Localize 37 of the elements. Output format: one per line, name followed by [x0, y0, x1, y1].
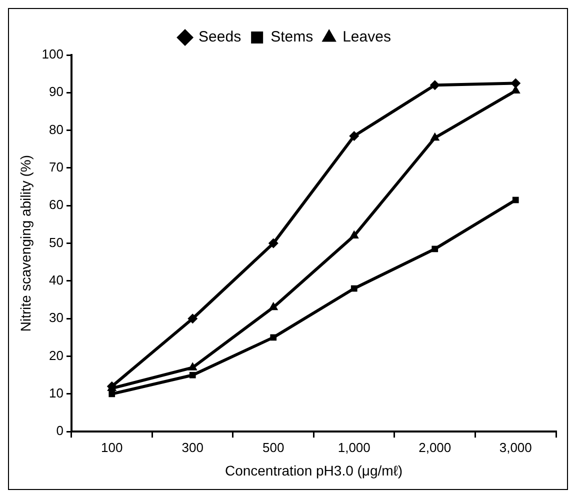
point	[430, 132, 440, 141]
point	[268, 302, 278, 310]
legend-label: Stems	[270, 28, 314, 46]
point	[189, 372, 196, 378]
legend-label: Seeds	[198, 28, 242, 46]
y-tick-label: 0	[56, 423, 64, 438]
point	[349, 230, 359, 239]
x-tick-label: 100	[101, 440, 123, 455]
x-axis-title: Concentration pH3.0 (μg/mℓ)	[224, 462, 403, 478]
y-tick-label: 40	[49, 272, 64, 288]
y-tick-label: 80	[49, 122, 64, 137]
y-tick-label: 60	[49, 197, 64, 212]
point	[350, 285, 358, 292]
point	[512, 196, 519, 204]
y-axis-title: Nitrite scavenging ability (%)	[17, 154, 34, 332]
y-tick-label: 70	[49, 160, 64, 175]
point	[268, 238, 278, 248]
point	[432, 246, 438, 252]
x-tick-label: 500	[262, 440, 284, 455]
point	[270, 334, 277, 341]
x-tick-label: 300	[182, 440, 204, 455]
y-tick-label: 10	[49, 386, 64, 401]
x-tick-label: 1,000	[338, 440, 370, 455]
point	[349, 130, 360, 141]
point	[430, 80, 440, 90]
legend-label: Leaves	[342, 28, 391, 46]
y-tick-label: 50	[49, 234, 64, 250]
x-tick-label: 2,000	[418, 440, 452, 455]
y-tick-label: 100	[42, 46, 64, 62]
y-tick-label: 30	[49, 310, 64, 326]
point	[510, 78, 521, 88]
point	[188, 362, 198, 370]
x-tick-label: 3,000	[499, 440, 532, 455]
point	[108, 390, 116, 398]
y-tick-label: 20	[49, 348, 64, 363]
y-tick-label: 90	[49, 84, 64, 100]
point	[188, 314, 198, 324]
